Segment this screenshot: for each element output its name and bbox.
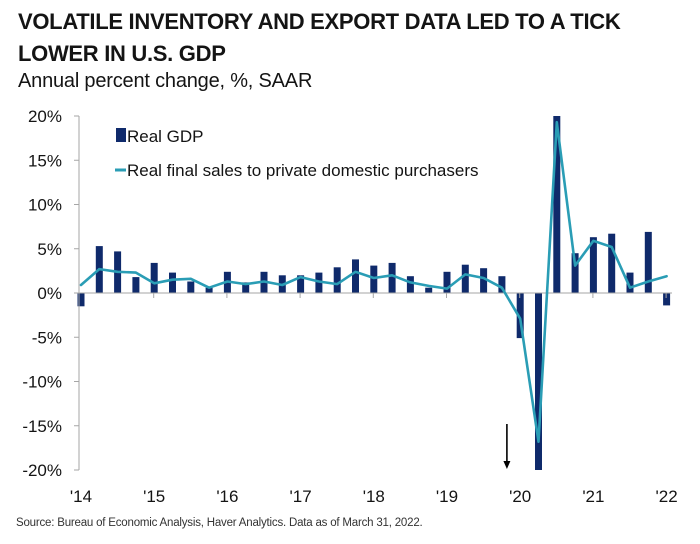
y-tick-label: 15%: [28, 151, 62, 170]
bar-real-gdp-2015Q4: [205, 287, 213, 293]
y-tick-label: 5%: [37, 240, 62, 259]
bar-real-gdp-2019Q1: [443, 271, 451, 293]
legend-label-final-sales: Real final sales to private domestic pur…: [127, 161, 479, 180]
source-note: Source: Bureau of Economic Analysis, Hav…: [16, 517, 423, 529]
bar-real-gdp-2020Q3: [553, 116, 561, 293]
y-tick-label: 20%: [28, 107, 62, 126]
legend: Real GDP Real final sales to private dom…: [115, 127, 479, 180]
legend-swatch-real-gdp: [116, 128, 126, 142]
x-tick-label: '14: [70, 487, 92, 506]
x-tick-label: '19: [436, 487, 458, 506]
x-tick-label: '17: [290, 487, 312, 506]
x-tick-label: '20: [509, 487, 531, 506]
bar-real-gdp-2019Q4: [498, 276, 506, 293]
y-tick-label: -20%: [22, 461, 62, 480]
bar-real-gdp-2017Q1: [297, 275, 305, 293]
arrow-head: [503, 461, 511, 469]
bar-real-gdp-2015Q1: [150, 262, 158, 293]
x-tick-label: '22: [656, 487, 678, 506]
bar-real-gdp-2018Q4: [425, 287, 433, 293]
y-tick-label: -10%: [22, 373, 62, 392]
bar-real-gdp-2014Q4: [132, 277, 140, 293]
annotation-arrow: [503, 424, 511, 469]
x-tick-label: '16: [216, 487, 238, 506]
x-tick-label: '15: [143, 487, 165, 506]
chart-title: VOLATILE INVENTORY AND EXPORT DATA LED T…: [18, 9, 621, 66]
bar-real-gdp-2015Q3: [187, 281, 195, 293]
bar-real-gdp-2018Q3: [406, 276, 414, 293]
y-tick-label: -5%: [32, 328, 62, 347]
bar-real-gdp-2021Q1: [589, 237, 597, 293]
bar-real-gdp-2014Q1: [77, 293, 85, 307]
bar-real-gdp-2015Q2: [169, 272, 176, 293]
bar-real-gdp-2022Q1: [663, 293, 671, 306]
bar-real-gdp-2017Q3: [333, 267, 341, 293]
bar-real-gdp-2019Q3: [480, 268, 488, 293]
bar-real-gdp-2021Q2: [608, 233, 616, 293]
bar-real-gdp-2017Q4: [352, 259, 359, 293]
bar-real-gdp-2018Q2: [388, 262, 396, 293]
chart-subtitle: Annual percent change, %, SAAR: [18, 70, 313, 92]
bar-real-gdp-2020Q2: [535, 293, 542, 470]
bar-real-gdp-2016Q2: [242, 282, 250, 293]
legend-label-real-gdp: Real GDP: [127, 127, 204, 146]
x-tick-label: '18: [363, 487, 385, 506]
bar-real-gdp-2021Q3: [626, 272, 634, 293]
bar-real-gdp-2021Q4: [644, 231, 652, 293]
y-tick-label: 10%: [28, 196, 62, 215]
y-tick-label: 0%: [37, 284, 62, 303]
y-tick-label: -15%: [22, 417, 62, 436]
x-tick-label: '21: [582, 487, 604, 506]
bar-real-gdp-2020Q1: [516, 293, 524, 339]
bar-real-gdp-2020Q4: [571, 253, 579, 293]
bar-real-gdp-2019Q2: [461, 264, 469, 293]
